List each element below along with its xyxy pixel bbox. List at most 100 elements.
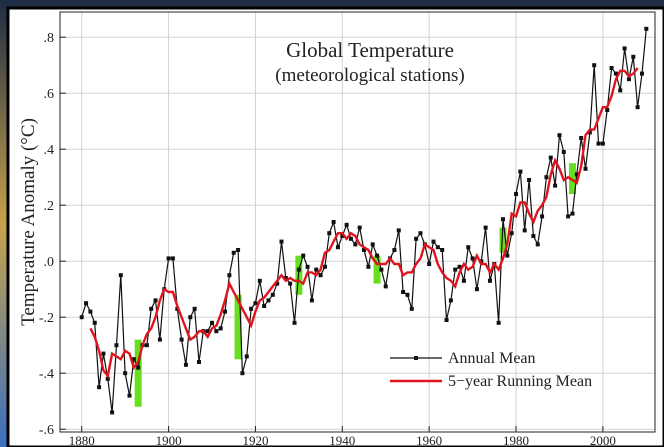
data-point: [345, 223, 349, 227]
data-point: [523, 228, 527, 232]
data-point: [418, 231, 422, 235]
x-tick-label: 1940: [329, 433, 355, 447]
data-point: [101, 352, 105, 356]
legend-label: 5−year Running Mean: [448, 373, 592, 390]
data-point: [227, 273, 231, 277]
y-tick-label: .8: [44, 31, 55, 46]
data-point: [414, 237, 418, 241]
data-point: [392, 248, 396, 252]
data-point: [245, 354, 249, 358]
data-point: [319, 273, 323, 277]
data-point: [353, 242, 357, 246]
data-point: [610, 66, 614, 70]
data-point: [544, 175, 548, 179]
data-point: [154, 298, 158, 302]
data-point: [640, 72, 644, 76]
data-point: [366, 265, 370, 269]
data-point: [114, 343, 118, 347]
x-tick-label: 1920: [242, 433, 268, 447]
data-point: [314, 268, 318, 272]
data-point: [301, 254, 305, 258]
data-point: [145, 343, 149, 347]
data-point: [440, 248, 444, 252]
data-point: [644, 27, 648, 31]
data-point: [80, 315, 84, 319]
data-point: [180, 338, 184, 342]
data-point: [127, 394, 131, 398]
data-point: [310, 298, 314, 302]
data-point: [97, 385, 101, 389]
data-point: [540, 214, 544, 218]
data-point: [84, 301, 88, 305]
data-point: [570, 212, 574, 216]
data-point: [379, 268, 383, 272]
data-point: [293, 321, 297, 325]
data-point: [158, 338, 162, 342]
data-point: [288, 282, 292, 286]
data-point: [475, 287, 479, 291]
data-point: [531, 234, 535, 238]
data-point: [410, 307, 414, 311]
data-point: [436, 245, 440, 249]
data-point: [605, 108, 609, 112]
data-point: [462, 279, 466, 283]
data-point: [405, 293, 409, 297]
data-point: [601, 142, 605, 146]
data-point: [592, 63, 596, 67]
x-tick-label: 2000: [590, 433, 616, 447]
data-point: [253, 301, 257, 305]
data-point: [553, 184, 557, 188]
data-point: [323, 265, 327, 269]
data-point: [214, 329, 218, 333]
data-point: [223, 310, 227, 314]
data-point: [279, 240, 283, 244]
data-point: [618, 88, 622, 92]
data-point: [631, 55, 635, 59]
y-axis-label: Temperature Anomaly (°C): [18, 118, 39, 326]
data-point: [584, 167, 588, 171]
data-point: [527, 178, 531, 182]
data-point: [466, 245, 470, 249]
data-point: [449, 298, 453, 302]
data-point: [427, 262, 431, 266]
data-point: [193, 307, 197, 311]
data-point: [505, 254, 509, 258]
data-point: [549, 156, 553, 160]
data-point: [636, 105, 640, 109]
data-point: [332, 220, 336, 224]
data-point: [93, 321, 97, 325]
data-point: [497, 321, 501, 325]
data-point: [232, 251, 236, 255]
data-point: [579, 136, 583, 140]
data-point: [384, 284, 388, 288]
data-point: [445, 318, 449, 322]
data-point: [514, 192, 518, 196]
data-point: [249, 307, 253, 311]
data-point: [336, 245, 340, 249]
y-tick-label: -.4: [39, 367, 54, 382]
data-point: [562, 150, 566, 154]
data-point: [266, 298, 270, 302]
data-point: [149, 307, 153, 311]
data-point: [557, 133, 561, 137]
data-point: [271, 293, 275, 297]
x-tick-label: 1980: [503, 433, 529, 447]
data-point: [110, 410, 114, 414]
data-point: [488, 279, 492, 283]
data-point: [471, 256, 475, 260]
legend-marker: [414, 356, 418, 360]
data-point: [327, 231, 331, 235]
data-point: [432, 240, 436, 244]
data-point: [358, 226, 362, 230]
data-point: [623, 46, 627, 50]
data-point: [119, 273, 123, 277]
data-point: [171, 256, 175, 260]
data-point: [501, 217, 505, 221]
chart-subtitle: (meteorological stations): [275, 65, 464, 86]
data-point: [306, 265, 310, 269]
data-point: [518, 170, 522, 174]
data-point: [401, 290, 405, 294]
y-tick-label: .6: [44, 87, 55, 102]
y-tick-label: .0: [44, 255, 55, 270]
data-point: [167, 256, 171, 260]
